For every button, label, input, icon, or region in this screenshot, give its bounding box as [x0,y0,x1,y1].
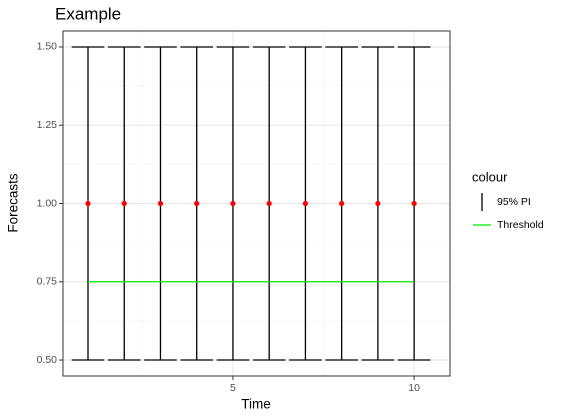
x-axis-label: Time [241,397,271,412]
legend-label: Threshold [497,219,544,231]
point [411,200,417,207]
y-tick-label: 1.25 [37,119,58,131]
y-tick-label: 0.50 [37,354,58,366]
panel-border [62,30,451,377]
chart-title: Example [55,4,121,23]
legend-label: 95% PI [497,196,531,208]
y-tick-label: 0.75 [37,276,58,288]
legend-title: colour [472,169,508,184]
x-tick-label: 5 [230,382,236,394]
point [121,200,127,207]
y-tick-label: 1.00 [37,197,58,209]
point [194,200,200,207]
y-axis-label: Forecasts [6,173,21,233]
point [375,200,381,207]
point [266,200,272,207]
point [157,200,164,207]
x-tick-label: 10 [408,382,420,394]
point [302,200,309,207]
point [85,200,91,207]
point [339,200,345,207]
point [230,200,236,207]
y-tick-label: 1.50 [37,41,58,53]
